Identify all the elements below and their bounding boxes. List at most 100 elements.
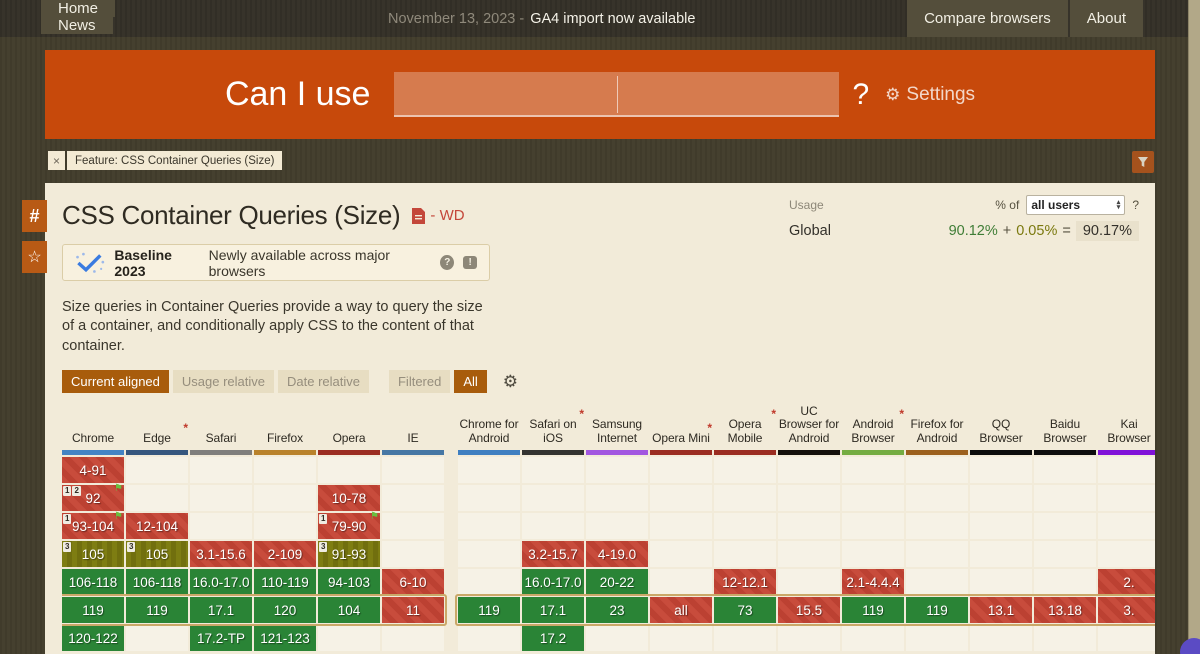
support-cell[interactable]: 20-22 bbox=[586, 569, 648, 596]
support-cell[interactable]: 94-103 bbox=[318, 569, 380, 596]
baseline-feedback-icon[interactable]: ! bbox=[463, 256, 478, 269]
table-settings-gear-icon[interactable]: ⚙ bbox=[502, 371, 519, 391]
favorite-tab[interactable]: ☆ bbox=[22, 241, 47, 273]
permalink-tab[interactable]: # bbox=[22, 200, 47, 232]
empty-cell bbox=[1098, 457, 1155, 484]
support-cell[interactable]: 105 3 bbox=[126, 541, 188, 568]
browser-column-qq-browser: QQ Browser 13.1 bbox=[970, 396, 1032, 652]
support-cell[interactable]: 110-119 bbox=[254, 569, 316, 596]
empty-cell bbox=[586, 457, 648, 484]
support-cell[interactable]: 92 1 2 ⚑ bbox=[62, 483, 124, 512]
support-cell[interactable]: 13.18 bbox=[1034, 597, 1096, 624]
browser-header: Firefox for Android bbox=[906, 396, 968, 456]
support-cell[interactable]: 79-90 1 ⚑ bbox=[318, 511, 380, 540]
support-cell[interactable]: 11 bbox=[382, 597, 444, 624]
support-cell[interactable]: 10-78 bbox=[318, 485, 380, 512]
spec-status[interactable]: - WD bbox=[430, 207, 465, 224]
support-cell[interactable]: 12-12.1 bbox=[714, 569, 776, 596]
filter-control-filtered[interactable]: Filtered bbox=[388, 370, 451, 394]
version-range: 92 bbox=[85, 490, 101, 506]
nav-button-news[interactable]: News bbox=[41, 17, 113, 34]
support-cell[interactable]: 119 bbox=[126, 597, 188, 624]
browser-name: Opera Mobile * bbox=[727, 407, 776, 446]
empty-cell bbox=[778, 569, 840, 596]
usage-select[interactable]: all users ▴ ▾ bbox=[1026, 195, 1126, 215]
corner-widget[interactable] bbox=[1180, 638, 1200, 654]
support-cell[interactable]: 13.1 bbox=[970, 597, 1032, 624]
feature-search-secondary-input[interactable] bbox=[616, 72, 840, 117]
support-cell[interactable]: 6-10 bbox=[382, 569, 444, 596]
view-control-current-aligned[interactable]: Current aligned bbox=[62, 370, 169, 394]
support-cell[interactable]: 93-104 1 ⚑ bbox=[62, 511, 124, 540]
scrollbar[interactable] bbox=[1188, 0, 1200, 654]
announcement-link[interactable]: GA4 import now available bbox=[530, 10, 696, 27]
support-cell[interactable]: 12-104 bbox=[126, 513, 188, 540]
version-range: 12-12.1 bbox=[722, 574, 768, 590]
empty-cell bbox=[778, 513, 840, 540]
support-cell[interactable]: 106-118 bbox=[126, 569, 188, 596]
empty-cell bbox=[970, 625, 1032, 652]
support-cell[interactable]: all bbox=[650, 597, 712, 624]
nav-button-compare-browsers[interactable]: Compare browsers bbox=[907, 0, 1068, 37]
support-cell[interactable]: 91-93 3 bbox=[318, 541, 380, 568]
support-cell[interactable]: 17.2-TP bbox=[190, 625, 252, 652]
remove-feature-filter-button[interactable]: × bbox=[48, 151, 65, 170]
view-control-usage-relative[interactable]: Usage relative bbox=[172, 370, 274, 394]
support-cell[interactable]: 104 bbox=[318, 597, 380, 624]
version-range: 94-103 bbox=[327, 574, 371, 590]
support-cell[interactable]: 119 bbox=[458, 597, 520, 624]
empty-cell bbox=[190, 485, 252, 512]
support-cell[interactable]: 16.0-17.0 bbox=[190, 569, 252, 596]
support-cell[interactable]: 119 bbox=[62, 597, 124, 624]
support-cell[interactable]: 120-122 bbox=[62, 625, 124, 652]
browser-name: Opera Mini * bbox=[652, 421, 712, 446]
baseline-help-icon[interactable]: ? bbox=[440, 255, 455, 270]
empty-cell bbox=[1034, 513, 1096, 540]
empty-cell bbox=[254, 485, 316, 512]
empty-cell bbox=[970, 541, 1032, 568]
support-cell[interactable]: 2.1-4.4.4 bbox=[842, 569, 904, 596]
note-badges: 1 bbox=[319, 514, 328, 525]
spec-document-icon[interactable] bbox=[412, 207, 426, 224]
support-cell[interactable]: 105 3 bbox=[62, 541, 124, 568]
support-cell[interactable]: 3.2-15.7 bbox=[522, 541, 584, 568]
support-cell[interactable]: 23 bbox=[586, 597, 648, 624]
support-cell[interactable]: 73 bbox=[714, 597, 776, 624]
support-cell[interactable]: 121-123 bbox=[254, 625, 316, 652]
filter-control-all[interactable]: All bbox=[454, 370, 487, 394]
support-cell[interactable]: 119 bbox=[906, 597, 968, 624]
support-cell[interactable]: 4-19.0 bbox=[586, 541, 648, 568]
usage-panel: Usage % of all users ▴ ▾ ? Global 90.12% bbox=[789, 195, 1139, 241]
search-box[interactable] bbox=[394, 72, 840, 117]
support-cell[interactable]: 17.1 bbox=[190, 597, 252, 624]
view-control-date-relative[interactable]: Date relative bbox=[278, 370, 369, 394]
version-range: 12-104 bbox=[135, 518, 179, 534]
support-cell[interactable]: 17.2 bbox=[522, 625, 584, 652]
support-cell[interactable]: 4-91 bbox=[62, 457, 124, 484]
feature-search-input[interactable] bbox=[394, 72, 617, 117]
support-cell[interactable]: 2-109 bbox=[254, 541, 316, 568]
support-cell[interactable]: 3. bbox=[1098, 597, 1155, 624]
announcement-date: November 13, 2023 - bbox=[388, 10, 525, 27]
support-cell[interactable]: 106-118 bbox=[62, 569, 124, 596]
browser-underline bbox=[970, 450, 1032, 456]
browser-header: Samsung Internet bbox=[586, 396, 648, 456]
note-badges: 1 bbox=[63, 514, 72, 525]
filter-button[interactable] bbox=[1132, 151, 1154, 173]
empty-cell bbox=[1034, 541, 1096, 568]
settings-button[interactable]: ⚙ Settings bbox=[885, 84, 975, 106]
support-cell[interactable]: 119 bbox=[842, 597, 904, 624]
empty-cell bbox=[778, 541, 840, 568]
support-cell[interactable]: 2. bbox=[1098, 569, 1155, 596]
support-cell[interactable]: 120 bbox=[254, 597, 316, 624]
support-cell[interactable]: 16.0-17.0 bbox=[522, 569, 584, 596]
browser-name: Safari on iOS * bbox=[529, 407, 584, 446]
support-cell[interactable]: 15.5 bbox=[778, 597, 840, 624]
usage-help-button[interactable]: ? bbox=[1132, 198, 1139, 212]
support-cell[interactable]: 3.1-15.6 bbox=[190, 541, 252, 568]
browser-underline bbox=[714, 450, 776, 456]
nav-button-home[interactable]: Home bbox=[41, 0, 116, 17]
support-cell[interactable]: 17.1 bbox=[522, 597, 584, 624]
empty-cell bbox=[586, 625, 648, 652]
nav-button-about[interactable]: About bbox=[1069, 0, 1143, 37]
